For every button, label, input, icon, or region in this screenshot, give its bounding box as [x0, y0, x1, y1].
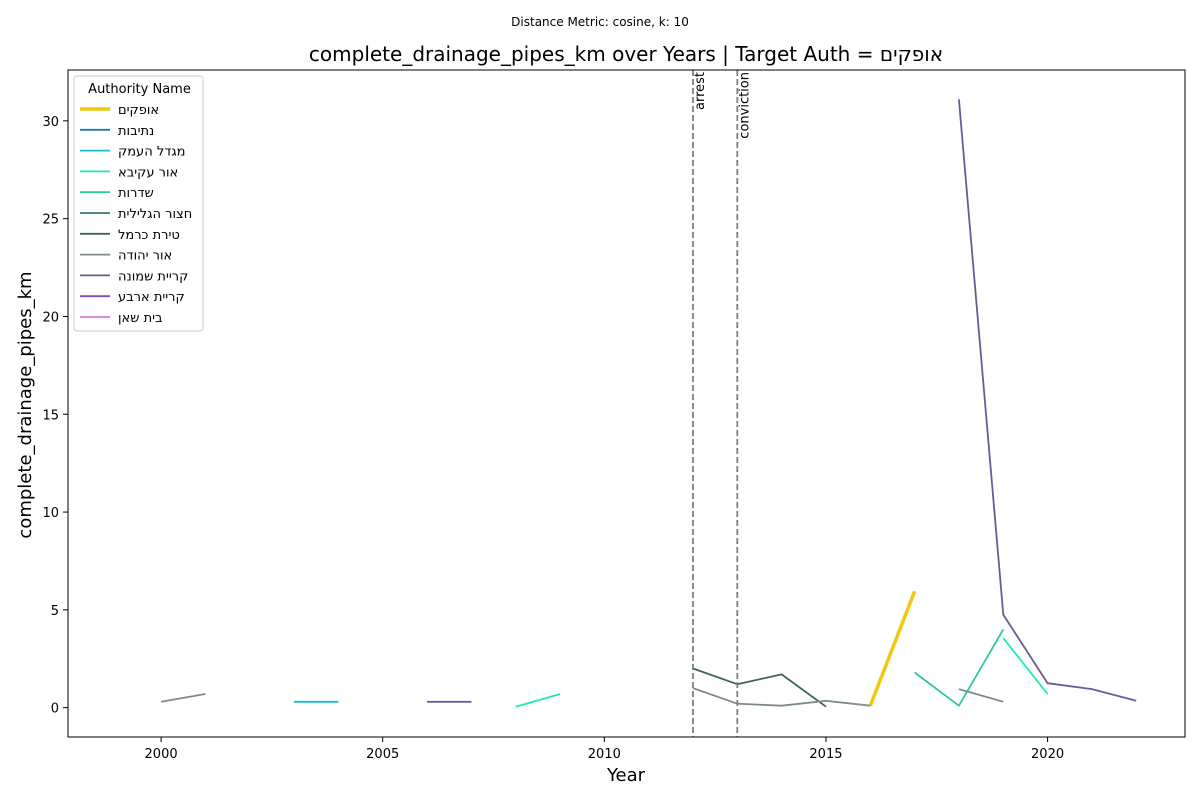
x-axis-label: Year [606, 765, 646, 786]
legend-label: נתיבות [118, 124, 154, 139]
legend-label: אופקים [118, 103, 159, 118]
x-tick-label: 2010 [588, 747, 621, 762]
x-tick-label: 2005 [366, 747, 399, 762]
legend-box [73, 75, 204, 332]
y-tick-label: 25 [42, 213, 59, 228]
legend-label: חצור הגלילית [118, 207, 192, 222]
y-tick-label: 10 [42, 506, 59, 521]
legend-label: אור עקיבא [118, 165, 178, 180]
y-axis-label: complete_drainage_pipes_km [15, 271, 36, 538]
series-line-6 [692, 667, 827, 708]
x-axis: 2000 2005 2010 2015 2020 [145, 737, 1064, 762]
series-line-3 [1002, 637, 1049, 695]
y-tick-label: 20 [42, 310, 59, 325]
series-line-7 [958, 688, 1004, 703]
plot-area: arrest conviction [160, 70, 1137, 737]
legend-label: קריית ארבע [118, 290, 185, 305]
chart-title: complete_drainage_pipes_km over Years | … [309, 42, 943, 66]
series-line-7 [692, 687, 871, 707]
legend-label: בית שאן [118, 311, 163, 326]
y-tick-label: 5 [51, 604, 59, 619]
legend-label: טירת כרמל [118, 228, 180, 243]
event-label: arrest [693, 72, 708, 110]
x-tick-label: 2020 [1031, 747, 1064, 762]
series-line-7 [160, 693, 206, 703]
y-tick-label: 15 [42, 408, 59, 423]
x-tick-label: 2000 [145, 747, 178, 762]
series-line-3 [515, 693, 561, 708]
y-tick-label: 0 [51, 702, 59, 717]
y-axis: 0 5 10 15 20 25 30 [42, 115, 68, 717]
legend-title: Authority Name [88, 82, 191, 97]
legend-label: מגדל העמק [118, 145, 186, 160]
series-line-0 [868, 590, 917, 707]
legend-label: שדרות [118, 186, 154, 201]
axes-frame [67, 69, 1186, 738]
series-line-4 [914, 628, 1005, 707]
y-tick-label: 30 [42, 115, 59, 130]
series-line-8 [958, 99, 1137, 702]
x-tick-label: 2015 [809, 747, 842, 762]
legend-label: אור יהודה [118, 249, 172, 264]
legend: Authority Name אופקים נתיבות מגדל העמק אור ע… [73, 75, 204, 332]
legend-label: קריית שמונה [118, 269, 188, 284]
event-label: conviction [737, 72, 752, 139]
chart-suptitle: Distance Metric: cosine, k: 10 [511, 15, 689, 29]
